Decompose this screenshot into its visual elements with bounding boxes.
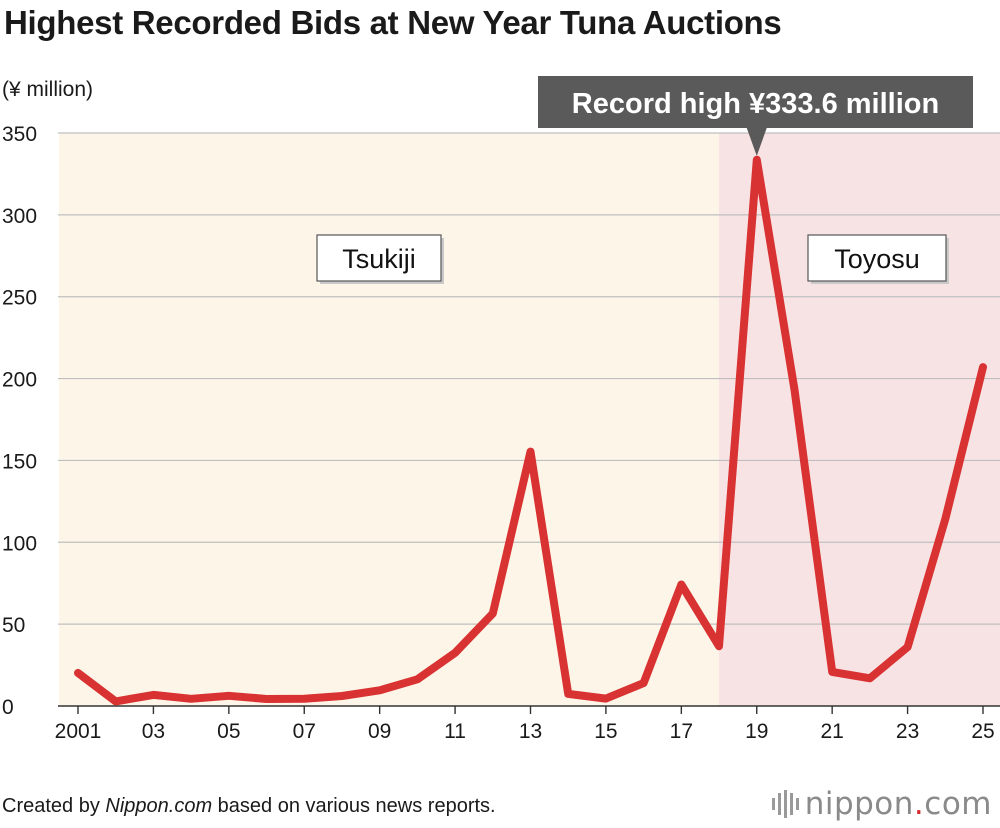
x-tick-label: 09	[368, 720, 391, 743]
region-toyosu-bg	[719, 133, 1000, 706]
x-tick-label: 2001	[55, 720, 102, 743]
x-tick-label: 15	[594, 720, 617, 743]
chart-title: Highest Recorded Bids at New Year Tuna A…	[4, 4, 782, 41]
region-label-toyosu: Toyosu	[834, 244, 920, 274]
y-tick-label: 0	[2, 696, 14, 719]
x-tick-label: 23	[896, 720, 919, 743]
region-tsukiji-bg	[59, 133, 720, 706]
x-tick-label: 25	[971, 720, 994, 743]
y-tick-label: 100	[2, 532, 37, 555]
nippon-logo: nippon.com	[771, 786, 992, 822]
logo-text-main: nippon	[804, 786, 914, 822]
record-callout-box	[538, 76, 973, 128]
y-tick-label: 350	[2, 123, 37, 146]
y-tick-label: 150	[2, 450, 37, 473]
credit-source: Nippon.com	[105, 795, 213, 817]
source-credit: Created by Nippon.com based on various n…	[2, 795, 496, 818]
y-tick-label: 300	[2, 205, 37, 228]
x-tick-label: 03	[142, 720, 165, 743]
region-label-box	[316, 234, 442, 282]
x-tick-label: 19	[745, 720, 768, 743]
record-callout-pointer	[746, 128, 767, 156]
credit-suffix: based on various news reports.	[212, 795, 496, 817]
x-tick-label: 05	[217, 720, 240, 743]
y-tick-label: 50	[2, 614, 25, 637]
x-tick-label: 11	[444, 720, 466, 743]
region-label-box	[807, 234, 947, 282]
y-axis-unit-label: (¥ million)	[2, 78, 94, 101]
region-label-tsukiji: Tsukiji	[342, 244, 416, 274]
x-tick-label: 21	[820, 720, 843, 743]
x-tick-label: 13	[519, 720, 542, 743]
logo-text-end: com	[924, 786, 992, 822]
x-tick-label: 17	[670, 720, 693, 743]
logo-dot: .	[913, 786, 925, 822]
series-line	[74, 155, 987, 706]
credit-prefix: Created by	[2, 795, 106, 817]
record-callout-text: Record high ¥333.6 million	[572, 88, 939, 120]
y-tick-label: 250	[2, 287, 37, 310]
y-tick-label: 200	[2, 369, 37, 392]
x-tick-label: 07	[293, 720, 316, 743]
logo-bars-icon	[771, 790, 799, 818]
